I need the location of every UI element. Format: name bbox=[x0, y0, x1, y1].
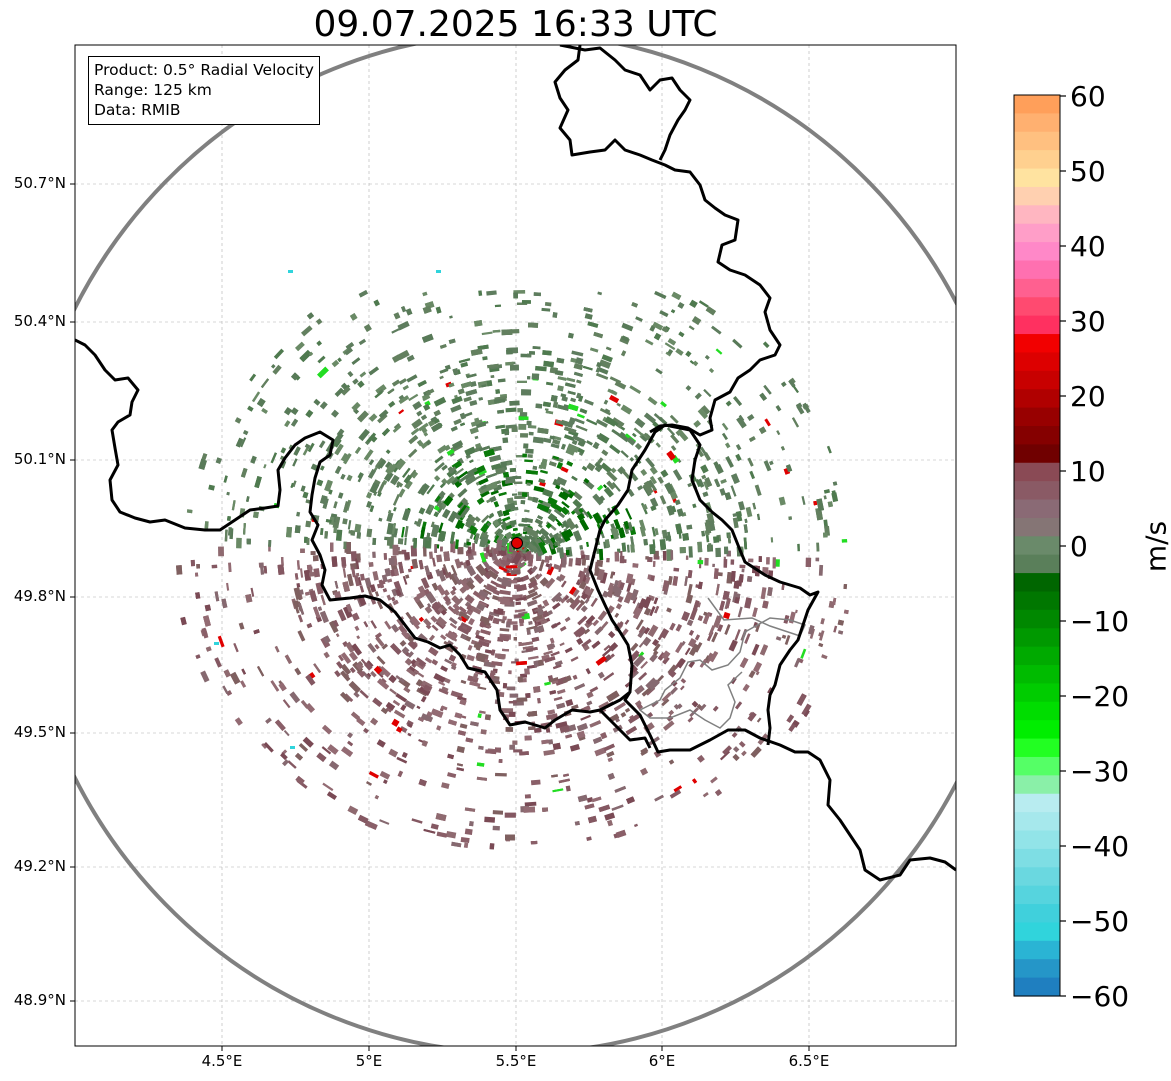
colorbar-band bbox=[1014, 168, 1060, 188]
radar-site-marker bbox=[511, 537, 523, 549]
colorbar-tick-label: 30 bbox=[1070, 305, 1106, 338]
lon-label: 4.5°E bbox=[201, 1052, 243, 1070]
info-product: Product: 0.5° Radial Velocity bbox=[94, 61, 314, 79]
colorbar-band bbox=[1014, 536, 1060, 556]
colorbar-band bbox=[1014, 223, 1060, 243]
colorbar-band bbox=[1014, 242, 1060, 262]
colorbar-tick-label: −20 bbox=[1070, 680, 1130, 713]
colorbar-band bbox=[1014, 260, 1060, 280]
colorbar-band bbox=[1014, 352, 1060, 372]
gridlines bbox=[75, 45, 956, 1046]
info-box: Product: 0.5° Radial Velocity Range: 125… bbox=[88, 56, 320, 125]
colorbar-band bbox=[1014, 334, 1060, 354]
colorbar-band bbox=[1014, 462, 1060, 482]
colorbar-band bbox=[1014, 720, 1060, 740]
colorbar-tick-label: 10 bbox=[1070, 455, 1106, 488]
colorbar-tick-label: 0 bbox=[1070, 530, 1088, 563]
lon-label: 6°E bbox=[648, 1052, 676, 1070]
colorbar-band bbox=[1014, 701, 1060, 721]
colorbar-band bbox=[1014, 977, 1060, 997]
colorbar-band bbox=[1014, 370, 1060, 390]
colorbar-band bbox=[1014, 573, 1060, 593]
colorbar bbox=[1014, 95, 1060, 997]
colorbar-band bbox=[1014, 499, 1060, 519]
colorbar-band bbox=[1014, 389, 1060, 409]
colorbar-band bbox=[1014, 775, 1060, 795]
axis-ticks bbox=[70, 183, 810, 1051]
colorbar-band bbox=[1014, 628, 1060, 648]
colorbar-tick-label: −10 bbox=[1070, 605, 1130, 638]
colorbar-band bbox=[1014, 150, 1060, 170]
lon-label: 6.5°E bbox=[788, 1052, 830, 1070]
colorbar-band bbox=[1014, 940, 1060, 960]
colorbar-band bbox=[1014, 113, 1060, 133]
colorbar-band bbox=[1014, 756, 1060, 776]
colorbar-band bbox=[1014, 591, 1060, 611]
colorbar-tick-label: 60 bbox=[1070, 80, 1106, 113]
colorbar-band bbox=[1014, 646, 1060, 666]
colorbar-band bbox=[1014, 481, 1060, 501]
colorbar-band bbox=[1014, 554, 1060, 574]
info-data: Data: RMIB bbox=[94, 101, 181, 119]
colorbar-ticks bbox=[1060, 95, 1066, 997]
colorbar-band bbox=[1014, 95, 1060, 114]
country-borders bbox=[75, 45, 956, 882]
colorbar-band bbox=[1014, 683, 1060, 703]
colorbar-tick-label: 20 bbox=[1070, 380, 1106, 413]
colorbar-band bbox=[1014, 885, 1060, 905]
lon-label: 5.5°E bbox=[495, 1052, 537, 1070]
map-title: 09.07.2025 16:33 UTC bbox=[313, 4, 718, 45]
colorbar-band bbox=[1014, 315, 1060, 335]
lat-label: 49.2°N bbox=[13, 857, 66, 875]
lat-label: 49.5°N bbox=[13, 723, 66, 741]
colorbar-band bbox=[1014, 738, 1060, 758]
lat-label: 50.1°N bbox=[13, 450, 66, 468]
lat-label: 50.7°N bbox=[13, 174, 66, 192]
colorbar-tick-label: −40 bbox=[1070, 830, 1130, 863]
lat-label: 50.4°N bbox=[13, 312, 66, 330]
colorbar-band bbox=[1014, 131, 1060, 151]
colorbar-tick-label: −30 bbox=[1070, 755, 1130, 788]
colorbar-band bbox=[1014, 444, 1060, 464]
colorbar-band bbox=[1014, 959, 1060, 979]
colorbar-band bbox=[1014, 904, 1060, 924]
colorbar-unit-label: m/s bbox=[1139, 520, 1171, 573]
colorbar-tick-label: 40 bbox=[1070, 230, 1106, 263]
colorbar-band bbox=[1014, 297, 1060, 317]
colorbar-band bbox=[1014, 407, 1060, 427]
colorbar-band bbox=[1014, 848, 1060, 868]
lon-label: 5°E bbox=[355, 1052, 383, 1070]
info-range: Range: 125 km bbox=[94, 81, 212, 99]
colorbar-band bbox=[1014, 665, 1060, 685]
colorbar-band bbox=[1014, 205, 1060, 225]
colorbar-band bbox=[1014, 793, 1060, 813]
colorbar-band bbox=[1014, 812, 1060, 832]
colorbar-band bbox=[1014, 278, 1060, 298]
colorbar-band bbox=[1014, 830, 1060, 850]
colorbar-band bbox=[1014, 186, 1060, 206]
colorbar-band bbox=[1014, 922, 1060, 942]
colorbar-band bbox=[1014, 425, 1060, 445]
lat-label: 48.9°N bbox=[13, 991, 66, 1009]
lat-label: 49.8°N bbox=[13, 587, 66, 605]
colorbar-tick-label: 50 bbox=[1070, 155, 1106, 188]
colorbar-tick-label: −60 bbox=[1070, 980, 1130, 1013]
colorbar-band bbox=[1014, 867, 1060, 887]
colorbar-tick-label: −50 bbox=[1070, 905, 1130, 938]
colorbar-band bbox=[1014, 609, 1060, 629]
colorbar-band bbox=[1014, 517, 1060, 537]
